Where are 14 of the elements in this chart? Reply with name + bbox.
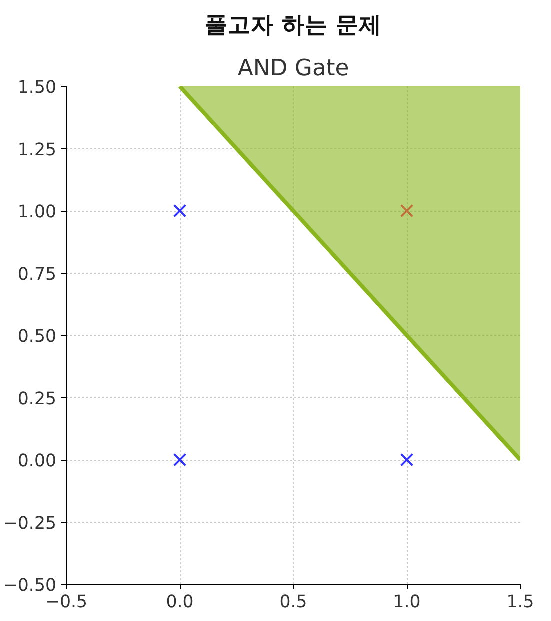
y-tick-label: 0.25: [18, 389, 57, 410]
x-tick-label: 0.5: [280, 592, 308, 612]
y-tick-label: 1.25: [18, 140, 57, 160]
y-tick-label: 0.00: [18, 452, 57, 472]
y-tick-label: −0.25: [3, 514, 57, 534]
chart-subtitle: AND Gate: [238, 56, 350, 82]
x-tick-label: 1.0: [393, 592, 421, 612]
y-tick-label: 0.75: [18, 264, 57, 285]
x-tick-label: 1.5: [506, 592, 534, 612]
y-tick-label: 1.50: [18, 78, 57, 98]
y-tick-label: 1.00: [18, 202, 57, 222]
y-tick-label: 0.50: [18, 327, 57, 347]
chart-title: 풀고자 하는 문제: [205, 12, 382, 38]
x-tick-label: 0.0: [166, 592, 194, 612]
